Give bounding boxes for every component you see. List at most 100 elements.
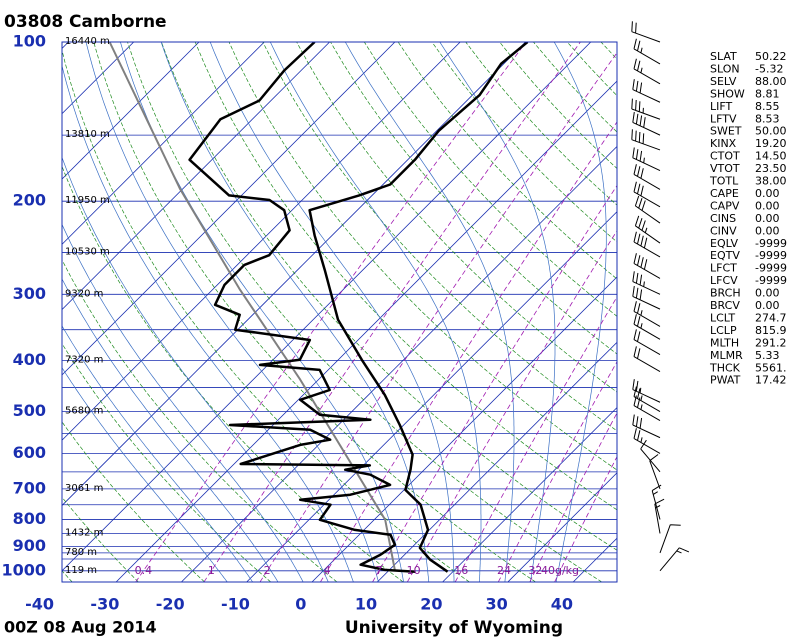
stat-key: LCLP: [710, 324, 737, 337]
stat-key: THCK: [709, 361, 741, 374]
wind-barb: [632, 147, 661, 171]
stat-key: CTOT: [710, 150, 740, 163]
height-label: 1432 m: [65, 527, 103, 538]
dry-adiabat: [62, 496, 139, 582]
isotherm: [62, 42, 330, 311]
y-tick-label: 900: [13, 536, 46, 555]
stat-key: TOTL: [709, 175, 739, 188]
stat-key: SHOW: [710, 87, 745, 100]
stat-value: 50.22: [755, 50, 787, 63]
stat-value: 50.00: [755, 125, 787, 138]
stat-key: EQLV: [710, 237, 739, 250]
moist-adiabat: [62, 156, 329, 582]
stat-value: 23.50: [755, 162, 787, 175]
mixing-ratio-label: 32: [528, 564, 542, 577]
mixing-ratio-label: 7: [375, 564, 382, 577]
height-label: 119 m: [65, 565, 97, 576]
stat-value: -9999: [755, 249, 787, 262]
dry-adiabat: [228, 42, 617, 471]
stat-key: VTOT: [710, 162, 740, 175]
stat-key: KINX: [710, 137, 737, 150]
y-tick-label: 800: [13, 509, 46, 528]
isotherm: [376, 341, 617, 582]
stat-value: 0.00: [755, 299, 780, 312]
wind-barb: [659, 524, 681, 554]
moist-adiabat: [160, 42, 430, 582]
stat-value: -5.32: [755, 62, 783, 75]
moist-adiabat: [209, 42, 455, 582]
wind-barb: [632, 379, 661, 403]
height-label: 16440 m: [65, 36, 110, 47]
wind-barb: [632, 112, 661, 136]
mixing-ratio-line: [259, 52, 617, 582]
mixing-ratio-label: 16: [454, 564, 468, 577]
x-tick-label: 20: [420, 595, 442, 614]
moist-adiabat: [62, 325, 253, 582]
stat-key: MLTH: [710, 336, 739, 349]
y-tick-label: 400: [13, 350, 46, 369]
moist-adiabat: [62, 64, 354, 582]
isotherm: [62, 42, 200, 180]
wind-barb: [633, 164, 661, 190]
stat-key: BRCH: [710, 287, 741, 300]
stat-value: 0.00: [755, 199, 780, 212]
stat-value: 88.00: [755, 75, 787, 88]
stat-key: LIFT: [710, 100, 733, 113]
x-tick-label: -20: [156, 595, 185, 614]
x-tick-label: -10: [221, 595, 250, 614]
wind-barb: [631, 21, 661, 43]
x-tick-label: 30: [486, 595, 508, 614]
stat-key: CINS: [710, 212, 736, 225]
wind-barb: [649, 454, 661, 490]
stat-key: CAPV: [710, 199, 740, 212]
background-lines: [62, 42, 617, 582]
moist-adiabat: [62, 278, 279, 582]
stat-value: 17.42: [755, 374, 787, 387]
stat-value: -9999: [755, 274, 787, 287]
wind-barb: [659, 547, 690, 572]
y-tick-label: 200: [13, 191, 46, 210]
mixing-ratio-label: 40g/kg: [541, 564, 579, 577]
wind-barb: [634, 215, 661, 244]
mixing-ratio-label: 0.4: [135, 564, 153, 577]
stat-key: SWET: [710, 125, 742, 138]
x-tick-label: 10: [355, 595, 377, 614]
stat-value: 19.20: [755, 137, 787, 150]
wind-barb: [631, 129, 661, 151]
isotherm: [181, 145, 617, 582]
stat-value: 38.00: [755, 175, 787, 188]
isotherm: [62, 42, 592, 572]
stat-key: LFCT: [710, 262, 737, 275]
stat-key: SLAT: [710, 50, 737, 63]
stat-key: PWAT: [710, 374, 741, 387]
wind-barb: [632, 414, 661, 439]
title: 03808 Camborne: [4, 12, 167, 32]
y-tick-label: 600: [13, 443, 46, 462]
wind-barb: [633, 346, 661, 373]
y-tick-label: 700: [13, 478, 46, 497]
parcel-line: [108, 42, 396, 571]
mixing-ratio-label: 4: [324, 564, 331, 577]
dry-adiabat: [296, 42, 617, 393]
stat-value: 291.2: [755, 336, 787, 349]
stat-value: 8.55: [755, 100, 780, 113]
wind-barb: [634, 195, 661, 224]
dry-adiabat: [161, 42, 617, 551]
isotherm: [507, 472, 617, 582]
stat-value: 0.00: [755, 187, 780, 200]
stat-key: EQTV: [710, 249, 740, 262]
y-tick-label: 300: [13, 284, 46, 303]
wind-barb: [654, 498, 665, 534]
dry-adiabat: [62, 165, 404, 582]
dewpoint-line: [188, 42, 416, 573]
wind-barb: [632, 271, 661, 295]
stat-key: CINV: [710, 224, 737, 237]
height-label: 7320 m: [65, 354, 103, 365]
isotherm: [246, 211, 617, 582]
dry-adiabat: [62, 342, 272, 582]
wind-barb: [632, 286, 661, 310]
wind-barb: [632, 79, 661, 103]
stat-value: 14.50: [755, 150, 787, 163]
moist-adiabat: [62, 223, 304, 582]
